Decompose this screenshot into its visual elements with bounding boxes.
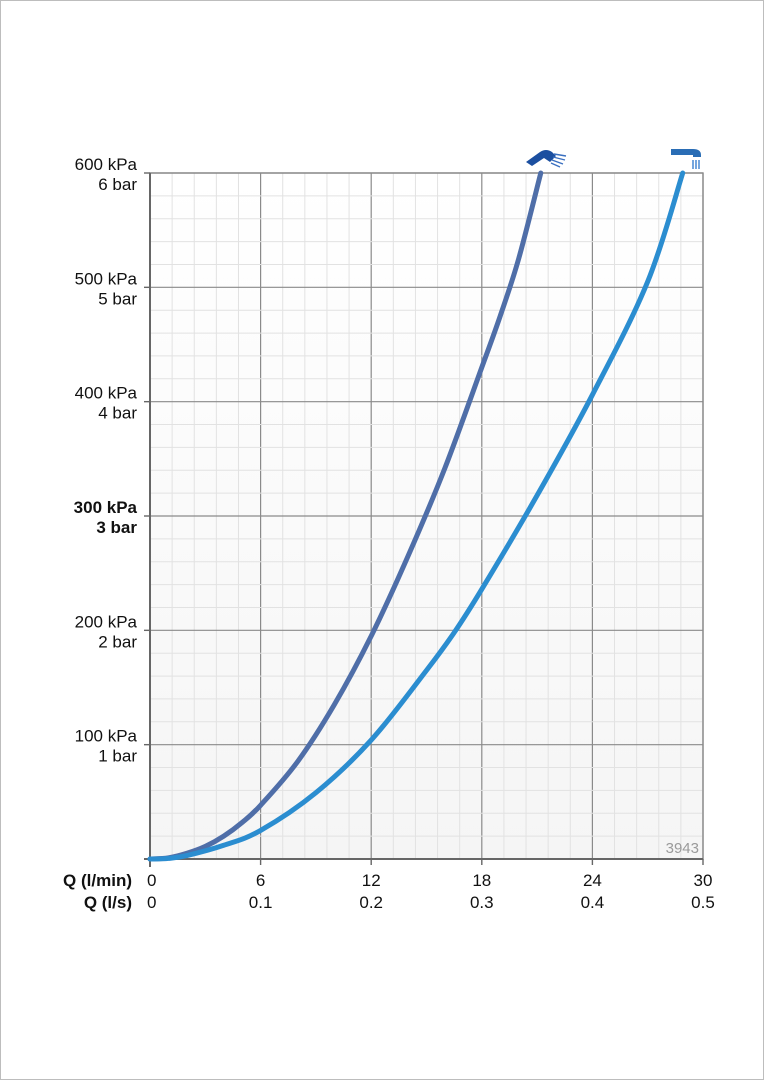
y-tick-label-kpa: 600 kPa bbox=[75, 155, 138, 174]
y-tick-label-kpa: 500 kPa bbox=[75, 269, 138, 288]
y-tick-label-bar: 6 bar bbox=[98, 175, 137, 194]
x-tick-label: 18 bbox=[472, 871, 491, 890]
x-tick-label: 0.5 bbox=[691, 893, 715, 912]
hand-shower-icon bbox=[526, 150, 567, 168]
hand-shower-curve bbox=[147, 170, 544, 862]
x-tick-label: 0 bbox=[147, 893, 156, 912]
x-axis-label: Q (l/s) bbox=[84, 893, 132, 912]
x-tick-label: 12 bbox=[362, 871, 381, 890]
x-tick-label: 0.3 bbox=[470, 893, 494, 912]
x-tick-label: 0.2 bbox=[359, 893, 383, 912]
y-tick-label-kpa: 300 kPa bbox=[74, 498, 138, 517]
y-tick-label-kpa: 400 kPa bbox=[75, 384, 138, 403]
x-tick-label: 30 bbox=[694, 871, 713, 890]
x-axis-label: Q (l/min) bbox=[63, 871, 132, 890]
y-tick-label-bar: 4 bar bbox=[98, 404, 137, 423]
x-tick-label: 0.1 bbox=[249, 893, 273, 912]
y-tick-label-bar: 1 bar bbox=[98, 747, 137, 766]
x-tick-label: 0.4 bbox=[581, 893, 605, 912]
y-tick-label-bar: 5 bar bbox=[98, 289, 137, 308]
x-tick-label: 24 bbox=[583, 871, 602, 890]
x-tick-label: 0 bbox=[147, 871, 156, 890]
y-tick-label-bar: 3 bar bbox=[96, 518, 137, 537]
y-tick-label-kpa: 100 kPa bbox=[75, 727, 138, 746]
overhead-shower-curve bbox=[147, 170, 686, 862]
y-tick-label-kpa: 200 kPa bbox=[75, 612, 138, 631]
y-tick-label-bar: 2 bar bbox=[98, 632, 137, 651]
chart-code: 3943 bbox=[666, 840, 699, 857]
x-tick-label: 6 bbox=[256, 871, 265, 890]
overhead-shower-icon bbox=[671, 149, 701, 169]
